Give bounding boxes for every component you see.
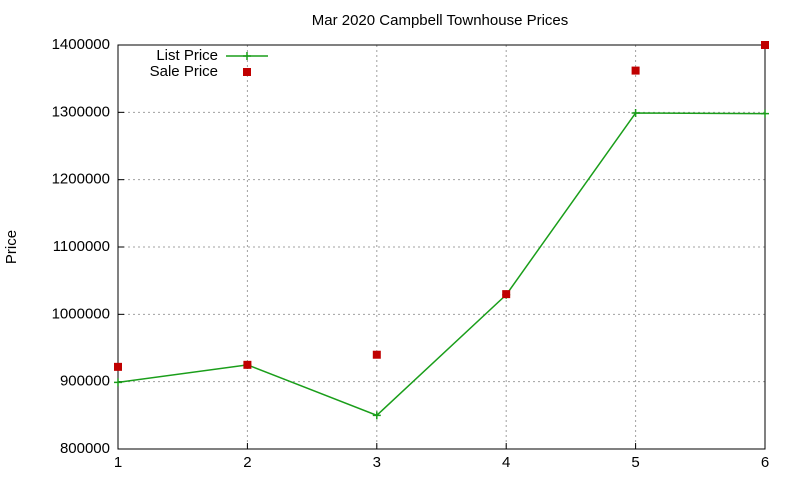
x-tick-label: 1 <box>114 454 122 471</box>
y-tick-label: 1100000 <box>53 238 110 255</box>
point <box>372 350 381 359</box>
x-tick-label: 2 <box>243 454 251 471</box>
y-axis-label: Price <box>3 230 20 264</box>
x-tick-label: 3 <box>373 454 381 471</box>
y-tick-label: 1000000 <box>52 305 110 322</box>
point <box>243 68 251 76</box>
point <box>631 66 640 75</box>
x-tick-label: 5 <box>631 454 639 471</box>
y-tick-label: 1200000 <box>52 171 110 188</box>
series-line <box>117 112 766 417</box>
x-tick-label: 6 <box>761 454 769 471</box>
x-tick-label: 4 <box>502 454 510 471</box>
plot-frame <box>117 44 766 450</box>
y-tick-label: 1400000 <box>52 36 110 53</box>
y-tick-label: 800000 <box>60 440 110 457</box>
point <box>114 362 122 371</box>
point <box>761 41 769 49</box>
legend-label: Sale Price <box>150 63 218 80</box>
chart-title: Mar 2020 Campbell Townhouse Prices <box>312 12 569 29</box>
point <box>372 411 381 420</box>
y-tick-label: 1300000 <box>52 103 110 120</box>
point <box>502 290 511 299</box>
y-tick-label: 900000 <box>60 373 110 390</box>
point <box>243 360 252 369</box>
point <box>631 109 640 118</box>
point <box>243 52 251 60</box>
legend-label: List Price <box>156 47 218 64</box>
point <box>114 378 122 387</box>
point <box>761 109 769 118</box>
